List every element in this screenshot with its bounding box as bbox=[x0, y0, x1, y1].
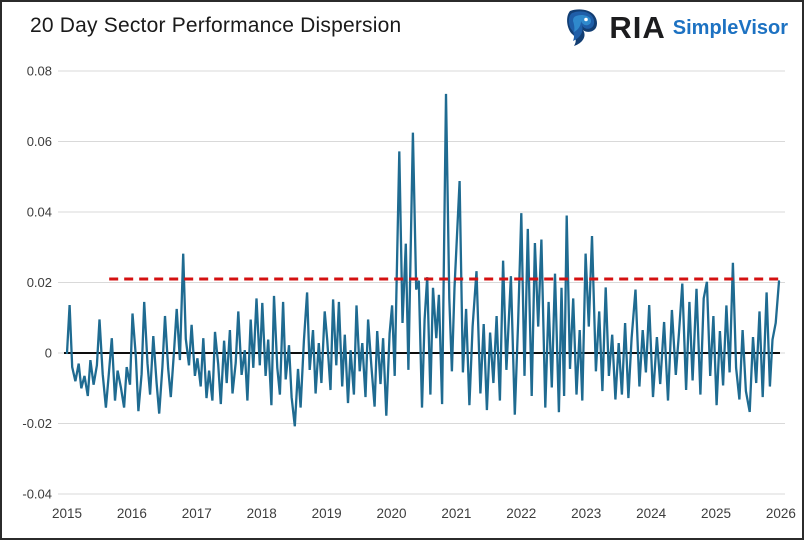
y-axis-tick-label: 0.08 bbox=[27, 64, 52, 79]
x-axis-tick-label: 2019 bbox=[312, 506, 342, 521]
x-axis-tick-label: 2016 bbox=[117, 506, 147, 521]
y-axis-tick-label: -0.04 bbox=[22, 487, 52, 502]
y-axis-tick-label: 0.02 bbox=[27, 275, 52, 290]
dispersion-series-line bbox=[65, 93, 781, 427]
x-axis-tick-label: 2021 bbox=[441, 506, 471, 521]
logo-product-text: SimpleVisor bbox=[672, 17, 788, 39]
eagle-icon bbox=[567, 9, 598, 47]
y-axis-tick-label: -0.02 bbox=[22, 416, 52, 431]
x-axis-tick-label: 2015 bbox=[52, 506, 82, 521]
x-axis-tick-label: 2024 bbox=[636, 506, 667, 521]
logo-brand-text: RIA bbox=[609, 10, 666, 45]
ria-simplevisor-logo: RIA SimpleVisor bbox=[562, 8, 788, 48]
y-axis-tick-label: 0.04 bbox=[27, 205, 52, 220]
x-axis-tick-label: 2026 bbox=[766, 506, 796, 521]
x-axis-tick-label: 2018 bbox=[247, 506, 277, 521]
chart-title: 20 Day Sector Performance Dispersion bbox=[30, 14, 402, 37]
y-axis-tick-label: 0 bbox=[45, 346, 52, 361]
y-axis-tick-label: 0.06 bbox=[27, 134, 52, 149]
x-axis-tick-label: 2022 bbox=[506, 506, 536, 521]
x-axis-tick-label: 2023 bbox=[571, 506, 601, 521]
x-axis-tick-label: 2017 bbox=[182, 506, 212, 521]
x-axis-tick-label: 2020 bbox=[376, 506, 406, 521]
x-axis-tick-label: 2025 bbox=[701, 506, 731, 521]
